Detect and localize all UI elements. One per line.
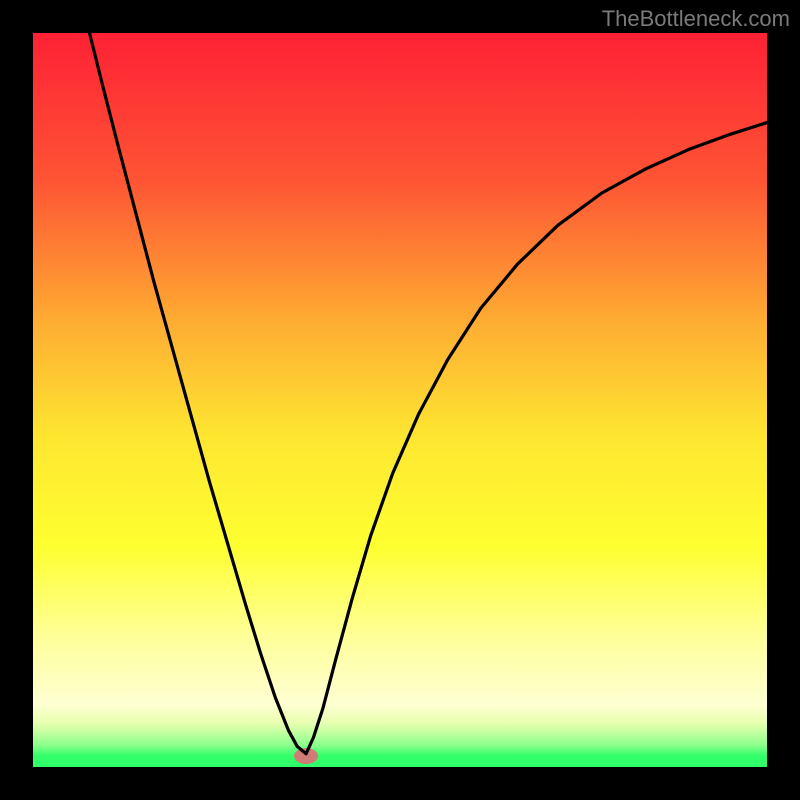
gradient-background (33, 33, 767, 767)
plot-area (33, 33, 767, 767)
watermark-label: TheBottleneck.com (602, 6, 790, 32)
chart-container: TheBottleneck.com (0, 0, 800, 800)
chart-svg (33, 33, 767, 767)
